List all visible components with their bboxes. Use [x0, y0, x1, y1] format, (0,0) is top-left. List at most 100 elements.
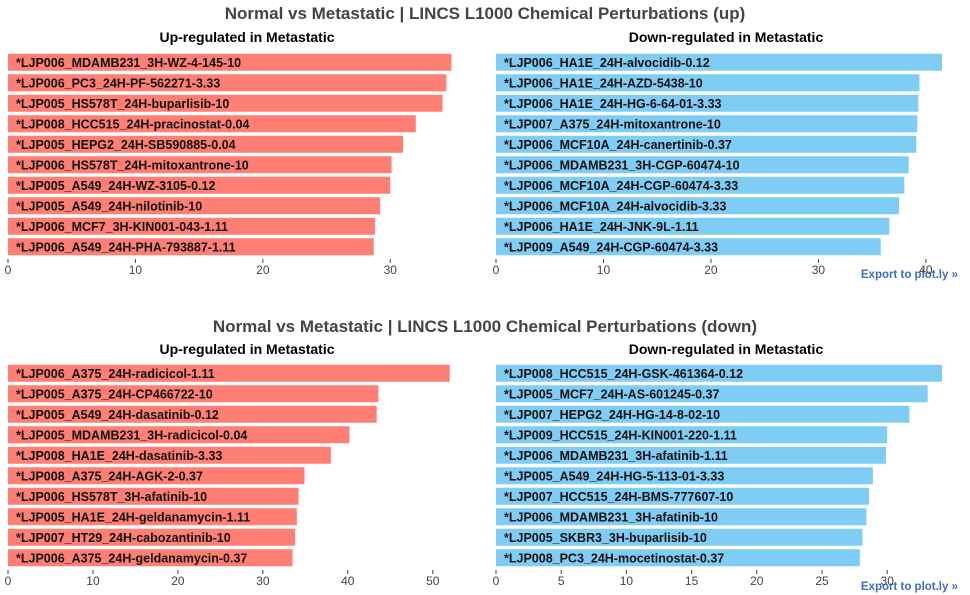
bar-label: *LJP005_A549_24H-HG-5-113-01-3.33: [504, 469, 724, 483]
bar-label: *LJP007_HEPG2_24H-HG-14-8-02-10: [504, 408, 720, 422]
figure-title: Normal vs Metastatic | LINCS L1000 Chemi…: [225, 4, 746, 23]
x-tick-label: 40: [919, 263, 933, 277]
bar[interactable]: [8, 217, 375, 235]
bar-label: *LJP006_MDAMB231_3H-afatinib-10: [504, 510, 718, 524]
bar-label: *LJP006_MCF7_3H-KIN001-043-1.11: [16, 220, 228, 234]
bar[interactable]: [496, 197, 900, 215]
panel-up-regulated: Up-regulated in Metastatic *LJP006_A375_…: [5, 341, 450, 588]
bar-label: *LJP007_HT29_24H-cabozantinib-10: [16, 531, 231, 545]
bar[interactable]: [496, 549, 860, 567]
x-tick-label: 10: [597, 263, 611, 277]
bar[interactable]: [8, 197, 381, 215]
x-tick-label: 20: [704, 263, 718, 277]
x-tick-label: 10: [86, 574, 100, 588]
panel-down-regulated: Down-regulated in Metastatic *LJP008_HCC…: [493, 341, 942, 588]
panel-up-regulated: Up-regulated in Metastatic *LJP006_MDAMB…: [5, 29, 452, 277]
x-tick-label: 0: [493, 263, 500, 277]
bar[interactable]: [8, 467, 305, 485]
bar[interactable]: [496, 364, 942, 382]
bar-label: *LJP005_A375_24H-CP466722-10: [16, 387, 213, 401]
x-tick-label: 20: [256, 263, 270, 277]
bar[interactable]: [8, 238, 374, 256]
x-tick-label: 30: [256, 574, 270, 588]
bar[interactable]: [496, 405, 910, 423]
bar[interactable]: [496, 528, 863, 546]
bar[interactable]: [496, 446, 886, 464]
bar[interactable]: [496, 467, 873, 485]
bar[interactable]: [8, 549, 293, 567]
bar[interactable]: [496, 156, 909, 174]
export-to-plotly-link[interactable]: Export to plot.ly »: [861, 581, 958, 593]
bar[interactable]: [496, 135, 917, 153]
bar[interactable]: [8, 385, 379, 403]
bar[interactable]: [496, 238, 881, 256]
figure-title: Normal vs Metastatic | LINCS L1000 Chemi…: [213, 317, 757, 336]
x-tick-label: 15: [685, 574, 699, 588]
figure-down: Normal vs Metastatic | LINCS L1000 Chemi…: [5, 317, 958, 593]
bar-label: *LJP006_HS578T_24H-mitoxantrone-10: [16, 158, 249, 172]
bar-label: *LJP006_MDAMB231_3H-WZ-4-145-10: [16, 56, 241, 70]
bar-label: *LJP007_A375_24H-mitoxantrone-10: [504, 117, 721, 131]
bar[interactable]: [496, 115, 918, 133]
bar[interactable]: [496, 94, 919, 112]
bar[interactable]: [8, 53, 452, 71]
x-tick-label: 40: [341, 574, 355, 588]
bar[interactable]: [8, 176, 391, 194]
x-tick-label: 0: [5, 574, 12, 588]
bar-label: *LJP006_HA1E_24H-JNK-9L-1.11: [504, 220, 699, 234]
bar-label: *LJP008_HA1E_24H-dasatinib-3.33: [16, 449, 222, 463]
bar-label: *LJP009_HCC515_24H-KIN001-220-1.11: [504, 428, 737, 442]
bar[interactable]: [8, 405, 377, 423]
bar[interactable]: [8, 156, 392, 174]
bar[interactable]: [8, 426, 350, 444]
panel-subtitle: Down-regulated in Metastatic: [629, 29, 824, 45]
panel-subtitle: Up-regulated in Metastatic: [159, 29, 334, 45]
bar-label: *LJP006_HA1E_24H-AZD-5438-10: [504, 76, 703, 90]
bar-label: *LJP006_MCF10A_24H-canertinib-0.37: [504, 138, 732, 152]
bar-label: *LJP006_MCF10A_24H-CGP-60474-3.33: [504, 179, 738, 193]
bar-label: *LJP007_HCC515_24H-BMS-777607-10: [504, 490, 733, 504]
bar[interactable]: [8, 446, 331, 464]
x-tick-label: 0: [5, 263, 12, 277]
x-tick-label: 25: [815, 574, 829, 588]
bar[interactable]: [496, 53, 942, 71]
bar[interactable]: [8, 94, 443, 112]
bar-label: *LJP009_A549_24H-CGP-60474-3.33: [504, 240, 718, 254]
bar[interactable]: [8, 528, 296, 546]
bar[interactable]: [8, 135, 404, 153]
bar[interactable]: [8, 74, 447, 92]
bar-label: *LJP008_HCC515_24H-GSK-461364-0.12: [504, 367, 743, 381]
bar[interactable]: [496, 74, 920, 92]
x-tick-label: 20: [171, 574, 185, 588]
bar-label: *LJP005_HA1E_24H-geldanamycin-1.11: [16, 510, 250, 524]
bar-label: *LJP005_HEPG2_24H-SB590885-0.04: [16, 138, 236, 152]
x-tick-label: 5: [558, 574, 565, 588]
bar-label: *LJP006_HS578T_3H-afatinib-10: [16, 490, 207, 504]
bar-label: *LJP006_A375_24H-geldanamycin-0.37: [16, 551, 247, 565]
bar-label: *LJP006_HA1E_24H-alvocidib-0.12: [504, 56, 710, 70]
bar-label: *LJP006_MDAMB231_3H-CGP-60474-10: [504, 158, 740, 172]
x-tick-label: 30: [812, 263, 826, 277]
panel-down-regulated: Down-regulated in Metastatic *LJP006_HA1…: [493, 29, 942, 277]
bar[interactable]: [496, 487, 869, 505]
bar[interactable]: [496, 426, 888, 444]
bar-label: *LJP006_A549_24H-PHA-793887-1.11: [16, 240, 236, 254]
x-tick-label: 50: [426, 574, 440, 588]
bar[interactable]: [496, 176, 905, 194]
bar[interactable]: [8, 364, 450, 382]
panel-subtitle: Up-regulated in Metastatic: [159, 341, 334, 357]
x-tick-label: 10: [129, 263, 143, 277]
bar[interactable]: [8, 115, 416, 133]
bar[interactable]: [496, 385, 928, 403]
bar[interactable]: [496, 217, 890, 235]
bar-label: *LJP005_A549_24H-nilotinib-10: [16, 199, 202, 213]
export-to-plotly-link[interactable]: Export to plot.ly »: [861, 269, 958, 281]
bar[interactable]: [496, 508, 867, 526]
bar[interactable]: [8, 508, 297, 526]
bar-label: *LJP008_HCC515_24H-pracinostat-0.04: [16, 117, 249, 131]
bar-label: *LJP008_PC3_24H-mocetinostat-0.37: [504, 551, 724, 565]
bar-label: *LJP006_MCF10A_24H-alvocidib-3.33: [504, 199, 726, 213]
x-tick-label: 30: [384, 263, 398, 277]
bar-label: *LJP005_A549_24H-dasatinib-0.12: [16, 408, 219, 422]
bar[interactable]: [8, 487, 299, 505]
